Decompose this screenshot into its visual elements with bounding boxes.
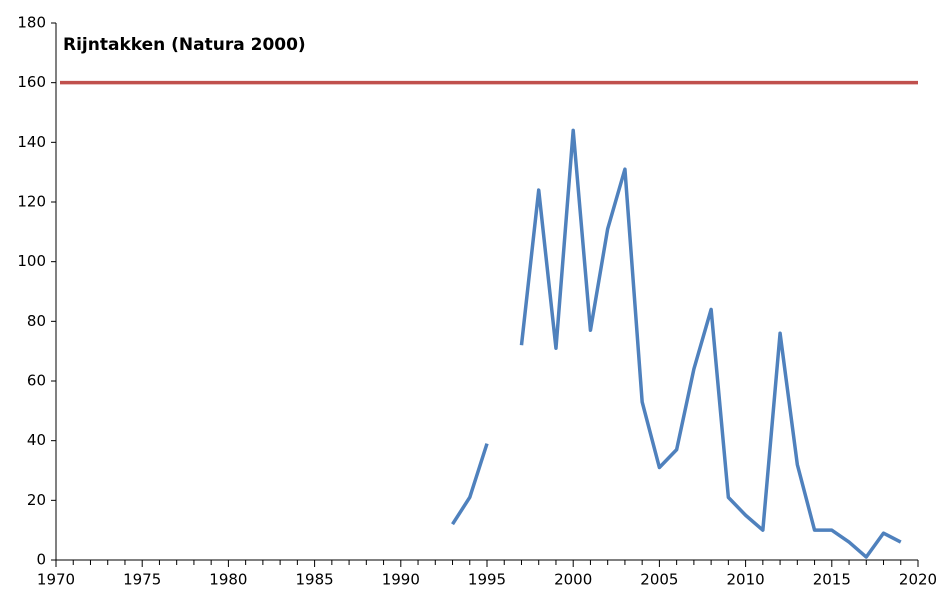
y-tick-label: 140 xyxy=(17,133,46,151)
y-tick-label: 0 xyxy=(36,551,46,569)
y-tick-label: 120 xyxy=(17,193,46,211)
y-tick-label: 160 xyxy=(17,73,46,91)
x-tick-label: 1980 xyxy=(209,571,247,589)
x-tick-label: 2015 xyxy=(813,571,851,589)
x-tick-label: 2020 xyxy=(899,571,937,589)
y-tick-label: 100 xyxy=(17,252,46,270)
x-tick-label: 2000 xyxy=(554,571,592,589)
chart-title: Rijntakken (Natura 2000) xyxy=(63,35,306,55)
y-tick-label: 40 xyxy=(27,431,46,449)
y-tick-label: 20 xyxy=(27,491,46,509)
x-tick-label: 2005 xyxy=(640,571,678,589)
x-tick-label: 1995 xyxy=(468,571,506,589)
y-tick-label: 80 xyxy=(27,312,46,330)
x-tick-label: 1975 xyxy=(123,571,161,589)
x-tick-label: 2010 xyxy=(727,571,765,589)
y-tick-label: 60 xyxy=(27,372,46,390)
y-tick-label: 180 xyxy=(17,14,46,32)
x-tick-label: 1990 xyxy=(382,571,420,589)
data-line xyxy=(451,128,902,559)
x-tick-label: 1985 xyxy=(296,571,334,589)
x-tick-label: 1970 xyxy=(37,571,75,589)
